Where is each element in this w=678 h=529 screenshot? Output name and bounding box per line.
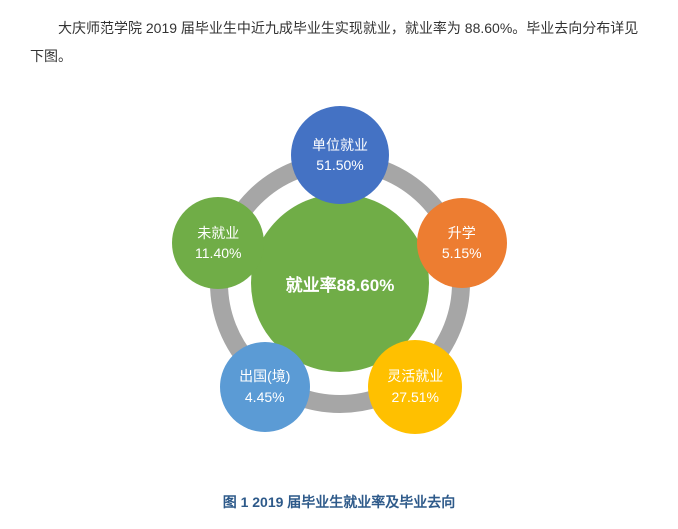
node-label: 升学 <box>448 224 476 242</box>
node-label: 单位就业 <box>312 136 368 154</box>
node-value: 11.40% <box>195 244 241 262</box>
figure-caption: 图 1 2019 届毕业生就业率及毕业去向 <box>0 492 678 512</box>
diagram-container: 就业率88.60% 单位就业 51.50% 升学 5.15% 灵活就业 27.5… <box>0 78 678 488</box>
node-value: 27.51% <box>391 388 438 406</box>
node-label: 出国(境) <box>239 367 290 385</box>
node-value: 4.45% <box>245 388 285 406</box>
node-label: 灵活就业 <box>387 367 443 385</box>
node-further-study: 升学 5.15% <box>417 198 507 288</box>
node-employed-unit: 单位就业 51.50% <box>291 106 389 204</box>
node-flexible: 灵活就业 27.51% <box>368 340 462 434</box>
intro-paragraph: 大庆师范学院 2019 届毕业生中近九成毕业生实现就业，就业率为 88.60%。… <box>0 0 678 70</box>
center-label: 就业率88.60% <box>286 271 395 296</box>
node-value: 51.50% <box>316 156 363 174</box>
node-label: 未就业 <box>197 224 239 242</box>
node-value: 5.15% <box>442 244 482 262</box>
node-abroad: 出国(境) 4.45% <box>220 342 310 432</box>
